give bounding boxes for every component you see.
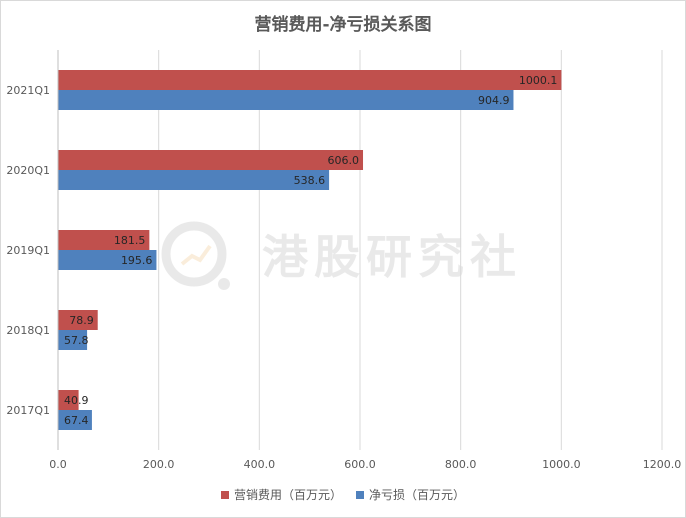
legend-swatch-marketing [220,490,229,499]
legend-label-marketing: 营销费用（百万元） [233,488,342,502]
bar-marketing-2021Q1 [58,70,562,90]
watermark: 港股研究社 [160,218,522,290]
gridlines [158,50,663,450]
chart-title: 营销费用-净亏损关系图 [254,15,432,35]
data-label: 538.6 [294,174,326,187]
bar-net-loss-2018Q1 [58,330,88,350]
x-tick-label: 600.0 [344,458,376,471]
bar-marketing-2017Q1 [58,390,79,410]
watermark-text: 港股研究社 [262,230,522,284]
data-label: 606.0 [328,154,360,167]
bar-marketing-2020Q1 [58,150,364,170]
y-category-label: 2017Q1 [6,404,50,417]
data-label: 57.8 [64,334,89,347]
y-category-label: 2020Q1 [6,164,50,177]
x-tick-label: 0.0 [49,458,67,471]
x-tick-label: 200.0 [143,458,175,471]
y-category-label: 2019Q1 [6,244,50,257]
legend-label-net-loss: 净亏损（百万元） [369,488,466,502]
data-label: 78.9 [69,314,94,327]
bar-marketing-2018Q1 [58,310,98,330]
x-tick-label: 800.0 [445,458,477,471]
bar-net-loss-2020Q1 [58,170,330,190]
watermark-logo-icon [161,221,230,290]
data-label: 67.4 [64,414,89,427]
legend: 营销费用（百万元） 净亏损（百万元） [0,486,686,503]
bar-net-loss-2019Q1 [58,250,157,270]
data-label: 1000.1 [519,74,558,87]
data-label: 40.9 [64,394,89,407]
data-label: 904.9 [478,94,510,107]
legend-item-marketing: 营销费用（百万元） [220,486,342,503]
data-label: 181.5 [114,234,146,247]
bar-marketing-2019Q1 [58,230,150,250]
data-label: 195.6 [121,254,153,267]
axes: 0.0 200.0 400.0 600.0 800.0 1000.0 1200.0 2021Q… [6,50,681,471]
bar-net-loss-2021Q1 [58,90,514,110]
legend-swatch-net-loss [356,490,364,499]
y-category-label: 2018Q1 [6,324,50,337]
y-category-label: 2021Q1 [6,84,50,97]
bar-net-loss-2017Q1 [58,410,92,430]
x-tick-label: 1000.0 [542,458,581,471]
legend-item-net-loss: 净亏损（百万元） [356,486,465,503]
x-tick-label: 1200.0 [643,458,682,471]
x-tick-label: 400.0 [244,458,276,471]
